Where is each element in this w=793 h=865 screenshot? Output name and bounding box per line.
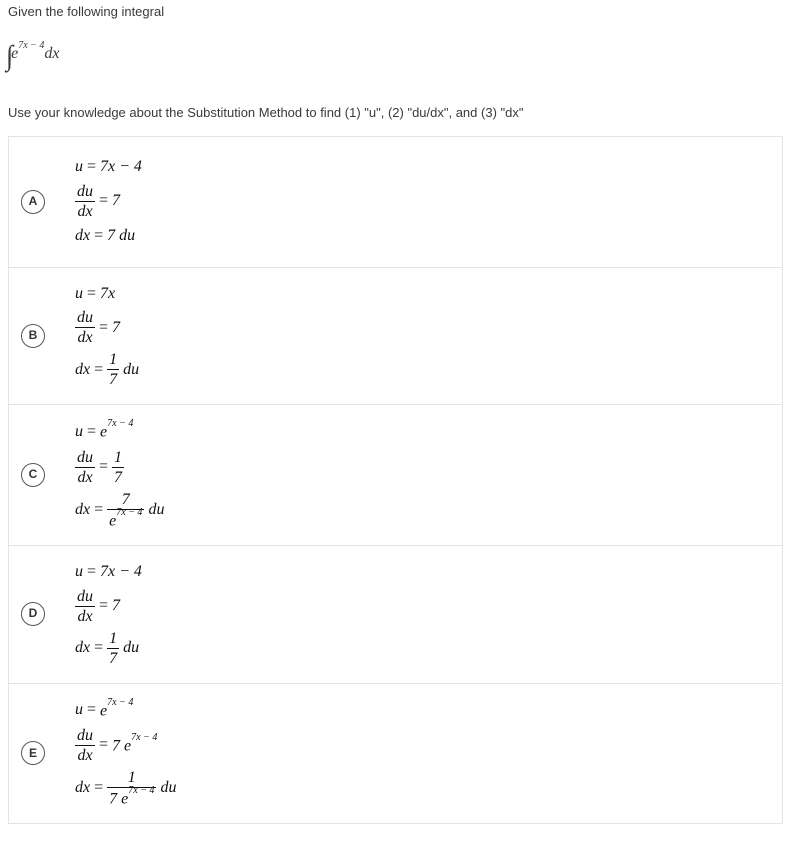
option-math: u = 7x − 4 du dx = 7 dx = 7 du — [75, 151, 770, 253]
option-math: u = 7x du dx = 7 dx = 1 — [75, 278, 770, 395]
question-prompt: Given the following integral — [8, 4, 783, 21]
option-letter: C — [21, 463, 45, 487]
option-letter: A — [21, 190, 45, 214]
given-integral: ∫e7x − 4dx — [6, 39, 783, 73]
integral-dx: dx — [44, 45, 59, 62]
option-letter: B — [21, 324, 45, 348]
option-e[interactable]: E u = e7x − 4 du dx = 7 e7x − 4 dx — [9, 684, 782, 824]
option-letter: D — [21, 602, 45, 626]
option-c[interactable]: C u = e7x − 4 du dx = 1 7 — [9, 405, 782, 545]
option-letter: E — [21, 741, 45, 765]
option-math: u = e7x − 4 du dx = 7 e7x − 4 dx = — [75, 694, 770, 813]
option-math: u = e7x − 4 du dx = 1 7 dx — [75, 415, 770, 534]
option-a[interactable]: A u = 7x − 4 du dx = 7 dx = — [9, 137, 782, 268]
question-instruction: Use your knowledge about the Substitutio… — [8, 105, 783, 122]
answer-options: A u = 7x − 4 du dx = 7 dx = — [8, 136, 783, 825]
option-math: u = 7x − 4 du dx = 7 dx = 1 — [75, 556, 770, 673]
option-d[interactable]: D u = 7x − 4 du dx = 7 dx = — [9, 546, 782, 684]
option-b[interactable]: B u = 7x du dx = 7 dx = — [9, 268, 782, 406]
integral-exponent: 7x − 4 — [18, 40, 44, 51]
